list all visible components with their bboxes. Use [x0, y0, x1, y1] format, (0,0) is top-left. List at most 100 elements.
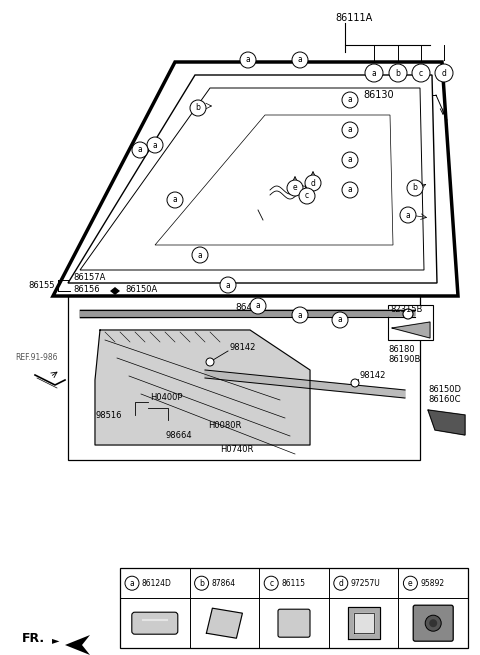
Circle shape	[125, 576, 139, 590]
Text: H0080R: H0080R	[208, 421, 241, 430]
Circle shape	[342, 92, 358, 108]
Circle shape	[292, 52, 308, 68]
Text: 98516: 98516	[95, 411, 121, 419]
Circle shape	[264, 576, 278, 590]
Text: 86111A: 86111A	[335, 13, 372, 23]
Text: 95892: 95892	[420, 579, 444, 588]
Text: a: a	[348, 155, 352, 164]
Bar	[120, 568, 468, 648]
Text: 87864: 87864	[212, 579, 236, 588]
Circle shape	[365, 64, 383, 82]
Text: 86155: 86155	[28, 280, 55, 290]
Text: 86160C: 86160C	[428, 396, 460, 405]
Circle shape	[305, 175, 321, 191]
Bar	[120, 271, 128, 276]
Text: 98142: 98142	[360, 371, 386, 381]
Text: 86157A: 86157A	[73, 274, 106, 282]
Text: a: a	[173, 195, 178, 204]
Text: a: a	[153, 141, 157, 149]
Text: 82315B: 82315B	[390, 305, 422, 314]
Circle shape	[220, 277, 236, 293]
Text: H0740R: H0740R	[220, 445, 253, 455]
Text: 97257U: 97257U	[351, 579, 381, 588]
Circle shape	[147, 137, 163, 153]
Circle shape	[167, 192, 183, 208]
Text: 86156: 86156	[73, 286, 100, 295]
Text: 86115: 86115	[281, 579, 305, 588]
Circle shape	[206, 358, 214, 366]
Text: e: e	[408, 579, 413, 588]
Polygon shape	[348, 607, 380, 639]
Text: a: a	[372, 69, 376, 77]
Circle shape	[389, 64, 407, 82]
Polygon shape	[110, 287, 120, 295]
Circle shape	[334, 576, 348, 590]
Circle shape	[351, 379, 359, 387]
Text: a: a	[348, 126, 352, 134]
Text: 86150D: 86150D	[428, 386, 461, 394]
Polygon shape	[392, 322, 430, 338]
Text: a: a	[198, 250, 203, 259]
Text: a: a	[130, 579, 134, 588]
Text: 98664: 98664	[165, 430, 192, 440]
Circle shape	[132, 142, 148, 158]
Text: c: c	[269, 579, 273, 588]
Circle shape	[240, 52, 256, 68]
Text: c: c	[419, 69, 423, 77]
Text: a: a	[226, 280, 230, 290]
Text: b: b	[195, 103, 201, 113]
Text: d: d	[338, 579, 343, 588]
Text: a: a	[246, 56, 251, 64]
Text: a: a	[348, 185, 352, 195]
Text: d: d	[311, 179, 315, 187]
Text: e: e	[293, 183, 297, 193]
Text: a: a	[406, 210, 410, 219]
Text: b: b	[199, 579, 204, 588]
Circle shape	[435, 64, 453, 82]
Text: 86430: 86430	[235, 303, 264, 312]
FancyBboxPatch shape	[413, 605, 453, 641]
Text: 86150A: 86150A	[125, 286, 157, 295]
Polygon shape	[65, 635, 90, 655]
Polygon shape	[80, 310, 415, 318]
Text: a: a	[298, 56, 302, 64]
Polygon shape	[354, 613, 373, 633]
Text: 86180: 86180	[388, 345, 415, 354]
Text: b: b	[396, 69, 400, 77]
Text: 86130: 86130	[363, 90, 394, 100]
Circle shape	[412, 64, 430, 82]
Circle shape	[425, 615, 441, 631]
Text: ►: ►	[52, 635, 60, 645]
FancyBboxPatch shape	[278, 609, 310, 637]
Polygon shape	[206, 608, 242, 638]
Text: 98142: 98142	[230, 343, 256, 352]
Circle shape	[407, 180, 423, 196]
Text: a: a	[138, 145, 143, 155]
Polygon shape	[68, 75, 437, 283]
Circle shape	[292, 307, 308, 323]
Circle shape	[400, 207, 416, 223]
Polygon shape	[428, 410, 465, 435]
Circle shape	[342, 152, 358, 168]
Polygon shape	[95, 330, 310, 445]
Text: 86190B: 86190B	[388, 356, 420, 364]
Circle shape	[429, 619, 437, 627]
Text: 86124D: 86124D	[142, 579, 172, 588]
Text: a: a	[348, 96, 352, 105]
Text: a: a	[337, 316, 342, 324]
Circle shape	[403, 576, 418, 590]
Text: FR.: FR.	[22, 631, 45, 645]
Circle shape	[192, 247, 208, 263]
Text: a: a	[298, 310, 302, 320]
Circle shape	[190, 100, 206, 116]
Text: a: a	[256, 301, 260, 310]
Circle shape	[342, 182, 358, 198]
Text: b: b	[413, 183, 418, 193]
Circle shape	[332, 312, 348, 328]
Circle shape	[194, 576, 209, 590]
Circle shape	[299, 188, 315, 204]
Text: H0400P: H0400P	[150, 394, 182, 403]
Bar	[388, 305, 433, 340]
Text: REF.91-986: REF.91-986	[15, 354, 58, 362]
Circle shape	[250, 298, 266, 314]
